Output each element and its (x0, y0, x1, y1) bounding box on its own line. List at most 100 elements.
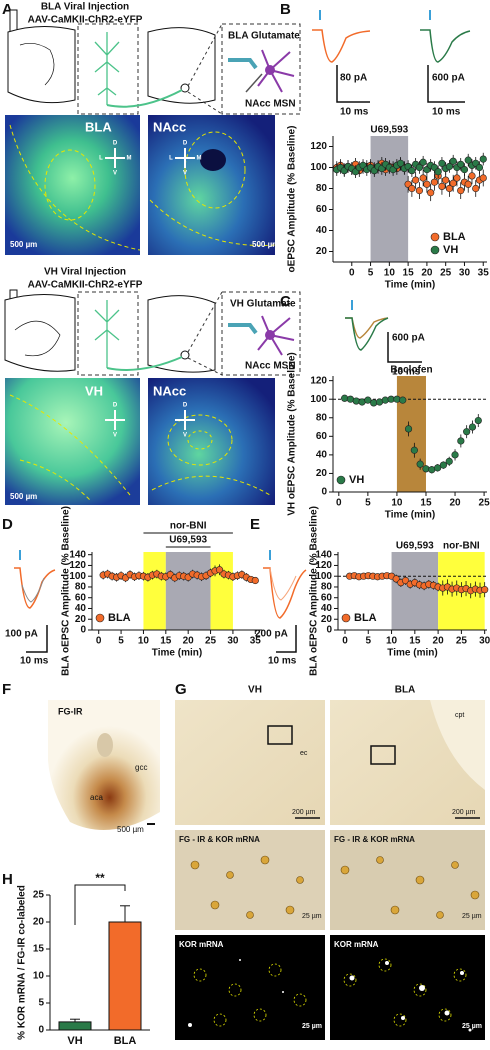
data-point (364, 396, 372, 404)
y-tick-label: 80 (316, 412, 328, 423)
trace: 80 pA 10 ms 600 pA 10 ms 600 pA 10 ms 10… (5, 10, 471, 667)
data-point (457, 187, 465, 195)
schematic: BLA Viral Injection AAV-CaMKII-ChR2-eYFP… (7, 2, 301, 115)
data-point (468, 423, 477, 431)
x-tick-label: 20 (449, 498, 461, 509)
scale-label: 10 ms (432, 107, 461, 118)
treatment-band (210, 552, 233, 630)
legend-label: BLA (354, 612, 377, 624)
image-label: cpt (455, 712, 464, 719)
scale-label: 100 pA (5, 629, 38, 640)
compass: L (169, 156, 173, 162)
x-axis-label: Time (min) (385, 280, 435, 291)
data-point (438, 182, 446, 190)
x-tick-label: 10 (391, 498, 403, 509)
data-point (412, 176, 420, 184)
data-point (474, 416, 482, 425)
x-tick-label: 15 (160, 636, 172, 647)
data-point (472, 184, 480, 193)
bar (58, 1021, 92, 1031)
data-point (475, 163, 484, 172)
data-point (481, 586, 489, 594)
scale-label: 25 µm (462, 1023, 482, 1030)
y-tick-label: 120 (310, 375, 327, 386)
panel-letter: D (2, 516, 13, 533)
data-point (370, 399, 378, 407)
data-point (430, 178, 439, 186)
y-tick-label: 120 (69, 560, 86, 571)
band-label: Baclofen (390, 365, 432, 376)
y-tick-label: 60 (316, 204, 328, 215)
x-tick-label: 10 (384, 268, 396, 279)
data-point (422, 465, 430, 473)
panel-letter: C (280, 293, 291, 310)
x-tick-label: 20 (421, 268, 433, 279)
y-tick-label: 60 (75, 592, 87, 603)
y-tick-label: 20 (316, 246, 328, 257)
data-point (408, 167, 416, 175)
data-point (399, 396, 407, 404)
y-tick-label: 100 (315, 571, 332, 582)
y-tick-label: 80 (316, 183, 328, 194)
x-axis-label: Time (min) (152, 648, 202, 659)
micrograph: FG-IR gcc aca 500 µm (48, 700, 160, 834)
data-point (445, 457, 453, 465)
x-tick-label: 30 (459, 268, 471, 279)
compass: D (113, 141, 118, 147)
data-point (352, 397, 360, 405)
legend-marker (336, 475, 346, 485)
legend-label: VH (349, 474, 364, 486)
image-label: aca (90, 793, 103, 802)
x-axis-label: Time (min) (385, 510, 435, 521)
data-point (416, 460, 424, 468)
data-point (410, 446, 418, 454)
legend-marker (430, 232, 440, 242)
micrograph: VH 500 µm NAcc D V D V (5, 378, 275, 505)
bracket-label: U69,593 (169, 535, 207, 546)
x-tick-label: 5 (365, 498, 371, 509)
image-label: NAcc (153, 383, 186, 398)
data-point (423, 180, 431, 188)
schematic-title: BLA Viral Injection (41, 2, 129, 13)
scale-label: 600 pA (392, 333, 425, 344)
panel-letter: A (2, 1, 13, 18)
x-axis-label: Time (min) (387, 648, 437, 659)
band-label: nor-BNI (443, 541, 480, 552)
x-tick-label: 20 (183, 636, 195, 647)
data-point (445, 162, 454, 171)
scale-label: 10 ms (392, 367, 421, 378)
y-axis-label: BLA oEPSC Amplitude (% Baseline) (309, 506, 320, 676)
data-point (415, 163, 423, 172)
treatment-band (396, 376, 426, 492)
x-tick-label: 15 (403, 268, 415, 279)
y-tick-label: 40 (316, 225, 328, 236)
treatment-band (143, 552, 166, 630)
x-tick-label: 15 (409, 636, 421, 647)
data-point (434, 168, 442, 176)
y-tick-label: 40 (316, 450, 328, 461)
x-tick-label: 5 (365, 636, 371, 647)
data-point (393, 395, 401, 403)
x-tick-label: 25 (440, 268, 452, 279)
image-label: VH (85, 383, 103, 398)
data-point (401, 576, 410, 585)
data-point (479, 155, 487, 163)
row-label: KOR mRNA (179, 940, 224, 949)
y-tick-label: 40 (75, 603, 87, 614)
scale-label: 500 µm (10, 240, 37, 249)
y-tick-label: 100 (69, 571, 86, 582)
y-tick-label: 25 (33, 890, 45, 901)
compass: L (99, 156, 103, 162)
band-label: U69,593 (396, 541, 434, 552)
treatment-band (165, 552, 211, 630)
schematic: VH Viral Injection AAV-CaMKII-ChR2-eYFP … (4, 267, 301, 376)
x-tick-label: 25 (479, 498, 490, 509)
scale-label: 10 ms (340, 107, 369, 118)
legend-label: BLA (108, 612, 131, 624)
compass: D (183, 141, 188, 147)
data-point (397, 159, 405, 167)
y-axis-label: BLA oEPSC Amplitude (% Baseline) (61, 506, 72, 676)
x-tick-label: 5 (118, 636, 124, 647)
row-label: KOR mRNA (334, 940, 379, 949)
